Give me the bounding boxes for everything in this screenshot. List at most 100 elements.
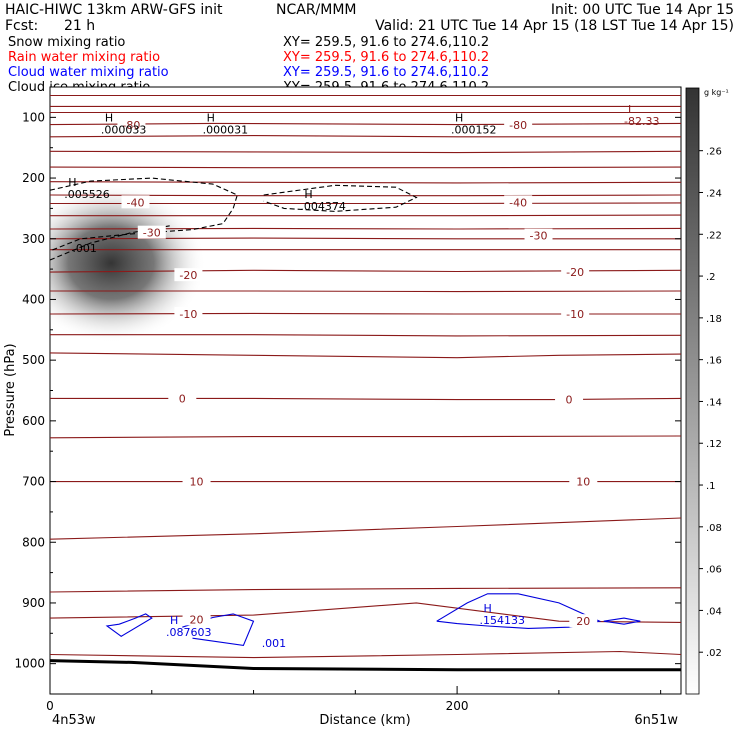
figure-title: HAIC-HIWC 13km ARW-GFS init [5, 2, 223, 18]
temp-label-6: -20 [179, 269, 197, 282]
x-start-location: 4n53w [52, 713, 96, 728]
legend-name-2: Cloud water mixing ratio [8, 65, 169, 80]
temp-label-13: 10 [576, 476, 590, 489]
colorbar-tick-label-12: .26 [706, 147, 722, 158]
colorbar-tick-label-2: .06 [706, 565, 722, 576]
temp-label-bg-9 [561, 307, 590, 321]
series-temperature-21 [50, 352, 681, 359]
legend-name-0: Snow mixing ratio [8, 35, 125, 50]
extremum-kind-2: H [455, 112, 463, 125]
temp-label-bg-3 [504, 195, 533, 209]
temp-label-7: -20 [566, 266, 584, 279]
extremum-value-2: .000152 [451, 124, 497, 137]
temp-label-bg-12 [182, 474, 211, 488]
x-axis: 0 200 [46, 686, 662, 713]
temp-label-bg-15 [569, 614, 598, 628]
y-tick-label-5: 600 [22, 414, 45, 428]
colorbar-tick-label-0: .02 [706, 648, 722, 659]
extremum-value-3: -82.33 [624, 115, 659, 128]
legend-xy-1: XY= 259.5, 91.6 to 274.6,110.2 [283, 50, 489, 65]
series-temperature-28 [50, 650, 681, 659]
temp-label-15: 20 [576, 615, 590, 628]
extremum-value-9: .154133 [479, 614, 524, 627]
temp-label-bg-13 [569, 474, 598, 488]
colorbar-tick-label-10: .22 [706, 230, 722, 241]
series-snow-31 [263, 184, 418, 212]
colorbar-tick-label-8: .18 [706, 314, 722, 325]
temp-label-2: -40 [127, 196, 145, 209]
plot-frame [49, 86, 682, 695]
y-tick-label-9: 1000 [14, 657, 45, 671]
extremum-kind-3: L [628, 103, 635, 116]
colorbar [685, 87, 700, 695]
fcst-label: Fcst: [5, 18, 38, 34]
colorbar-unit: g kg⁻¹ [704, 88, 729, 97]
temp-label-bg-7 [561, 265, 590, 279]
init-time: Init: 00 UTC Tue 14 Apr 15 [551, 2, 734, 18]
x-tick-label-0: 0 [46, 699, 54, 713]
colorbar-tick-label-5: .12 [706, 439, 722, 450]
series-temperature-23 [50, 435, 681, 439]
series-temperature-7 [50, 135, 681, 138]
temp-label-bg-8 [174, 307, 203, 321]
extremum-kind-0: H [105, 112, 113, 125]
series-temperature-12 [50, 202, 681, 205]
temp-label-10: 0 [179, 392, 186, 405]
y-tick-label-0: 100 [22, 110, 45, 124]
series-temperature-18 [50, 290, 681, 293]
series-cloud_water-33 [105, 613, 153, 637]
extremum-value-7: .087603 [166, 626, 212, 639]
temp-label-11: 0 [566, 394, 573, 407]
y-axis-label: Pressure (hPa) [3, 343, 18, 436]
temp-label-bg-10 [168, 391, 197, 405]
contour-lines [50, 94, 681, 672]
series-temperature-9 [50, 166, 681, 169]
fcst-value: 21 h [64, 18, 95, 34]
temp-label-3: -40 [509, 196, 527, 209]
series-cloud_water-35 [436, 593, 602, 629]
series-temperature-26 [50, 587, 681, 593]
colorbar-tick-label-9: .2 [706, 272, 716, 283]
temp-label-bg-0 [117, 118, 146, 132]
legend-xy-0: XY= 259.5, 91.6 to 274.6,110.2 [283, 35, 489, 50]
extremum-kind-4: H [68, 176, 76, 189]
series-temperature-8 [50, 150, 681, 154]
y-tick-label-4: 500 [22, 353, 45, 367]
colorbar-ticks: .02 .04 .06 .08 .1 .12 .14 .16 .18 .2 .22 .24 .26 [699, 147, 722, 659]
temperature-labels: -80 -80 -40 -40 -30 -30 -20 -20 -10 -10 0 0 10 10 20 20 [117, 118, 598, 628]
extremum-value-4: .005526 [64, 188, 110, 201]
temp-label-12: 10 [190, 476, 204, 489]
extremum-value-0: .000033 [101, 124, 147, 137]
temp-label-bg-2 [121, 195, 150, 209]
temp-label-9: -10 [566, 308, 584, 321]
temp-label-8: -10 [179, 308, 197, 321]
extremum-kind-1: H [207, 112, 215, 125]
series-temperature-20 [50, 334, 681, 337]
extremum-value-8: .001 [262, 637, 287, 650]
colorbar-tick-label-3: .08 [706, 523, 722, 534]
valid-time: Valid: 21 UTC Tue 14 Apr 15 (18 LST Tue … [375, 18, 734, 34]
y-tick-label-2: 300 [22, 232, 45, 246]
cloud-ice-shading [50, 183, 207, 344]
y-tick-label-6: 700 [22, 475, 45, 489]
x-tick-label-1: 200 [446, 699, 469, 713]
colorbar-tick-label-6: .14 [706, 397, 722, 408]
extremum-kind-9: H [483, 602, 491, 615]
extremum-value-5: .004374 [300, 200, 346, 213]
series-temperature-11 [50, 194, 681, 197]
colorbar-tick-label-11: .24 [706, 188, 722, 199]
temp-label-5: -30 [530, 230, 548, 243]
legend-xy-2: XY= 259.5, 91.6 to 274.6,110.2 [283, 65, 489, 80]
temp-label-bg-5 [524, 228, 553, 242]
x-end-location: 6n51w [634, 713, 678, 728]
y-tick-label-1: 200 [22, 171, 45, 185]
extremum-value-6: .001 [72, 242, 97, 255]
series-temperature-10 [50, 181, 681, 184]
series-temperature-25 [50, 517, 681, 540]
extremum-value-1: .000031 [203, 124, 249, 137]
series-snow-30 [50, 177, 238, 252]
temp-label-bg-11 [555, 392, 584, 406]
temp-label-14: 20 [190, 613, 204, 626]
